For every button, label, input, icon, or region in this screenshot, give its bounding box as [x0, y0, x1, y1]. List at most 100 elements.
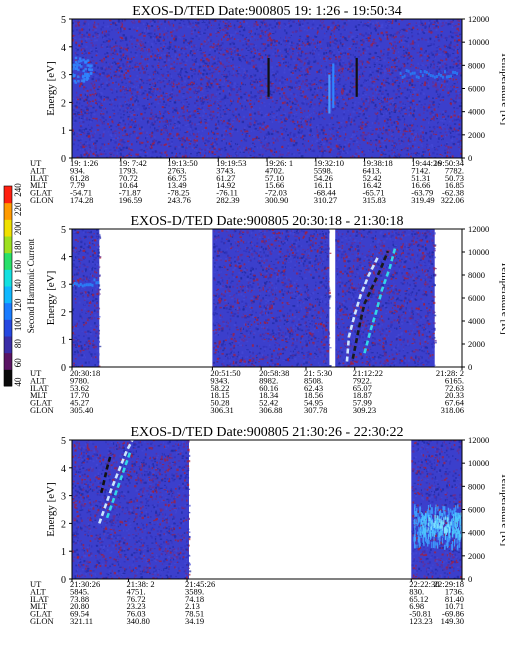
noise-pixel: [76, 54, 79, 56]
noise-pixel: [280, 135, 282, 138]
noise-pixel: [377, 58, 381, 61]
noise-pixel: [75, 111, 78, 113]
noise-pixel: [311, 79, 313, 82]
noise-pixel: [393, 33, 397, 35]
noise-pixel: [368, 27, 371, 31]
noise-pixel: [295, 144, 297, 146]
noise-pixel: [353, 78, 356, 81]
noise-pixel: [371, 133, 374, 135]
noise-pixel: [353, 119, 356, 122]
noise-pixel: [249, 33, 251, 35]
noise-pixel: [284, 44, 286, 47]
noise-pixel: [164, 151, 167, 154]
noise-pixel: [321, 19, 325, 21]
noise-pixel: [380, 51, 382, 54]
noise-pixel: [241, 120, 245, 124]
noise-pixel: [174, 86, 177, 89]
noise-pixel: [239, 85, 242, 88]
noise-pixel: [124, 108, 128, 111]
noise-pixel: [149, 117, 152, 120]
noise-pixel: [422, 148, 426, 150]
noise-pixel: [321, 112, 323, 115]
noise-pixel: [330, 98, 333, 101]
noise-pixel: [167, 81, 170, 83]
noise-pixel: [393, 36, 396, 39]
noise-pixel: [140, 65, 144, 68]
noise-pixel: [450, 139, 454, 142]
noise-pixel: [406, 29, 409, 31]
noise-pixel: [290, 110, 292, 112]
noise-pixel: [160, 129, 163, 131]
noise-pixel: [165, 103, 168, 106]
noise-pixel: [342, 36, 344, 39]
noise-pixel: [275, 101, 278, 104]
noise-pixel: [153, 142, 156, 144]
noise-pixel: [139, 86, 142, 88]
noise-pixel: [421, 128, 424, 131]
noise-pixel: [403, 120, 405, 123]
noise-pixel: [239, 148, 242, 151]
noise-pixel: [80, 118, 83, 120]
noise-pixel: [452, 78, 454, 81]
noise-pixel: [388, 67, 391, 71]
noise-pixel: [123, 114, 125, 116]
noise-pixel: [263, 76, 265, 79]
noise-pixel: [244, 108, 247, 111]
noise-pixel: [399, 111, 401, 113]
noise-pixel: [326, 87, 329, 89]
noise-pixel: [217, 32, 220, 34]
noise-pixel: [281, 121, 283, 123]
noise-pixel: [322, 137, 325, 140]
noise-pixel: [189, 111, 192, 115]
noise-pixel: [81, 114, 85, 117]
noise-pixel: [165, 102, 167, 104]
noise-pixel: [434, 114, 437, 118]
noise-pixel: [326, 47, 329, 49]
noise-pixel: [280, 118, 282, 120]
noise-pixel: [260, 21, 262, 23]
noise-pixel: [90, 130, 92, 132]
noise-pixel: [341, 92, 344, 95]
noise-pixel: [344, 108, 347, 110]
noise-pixel: [184, 124, 188, 127]
noise-pixel: [439, 21, 442, 23]
noise-pixel: [316, 155, 319, 158]
noise-pixel: [291, 31, 295, 34]
noise-pixel: [262, 91, 265, 94]
noise-pixel: [448, 23, 452, 25]
noise-pixel: [223, 129, 227, 131]
noise-pixel: [116, 155, 118, 158]
noise-pixel: [129, 132, 132, 135]
noise-pixel: [311, 23, 315, 26]
noise-pixel: [90, 119, 93, 122]
noise-pixel: [351, 69, 354, 73]
noise-pixel: [420, 85, 423, 87]
noise-pixel: [434, 21, 436, 24]
noise-pixel: [405, 97, 409, 100]
noise-pixel: [380, 101, 383, 103]
noise-pixel: [231, 41, 234, 44]
noise-pixel: [137, 155, 139, 158]
noise-pixel: [397, 60, 400, 63]
noise-pixel: [100, 28, 103, 31]
noise-pixel: [148, 106, 151, 108]
noise-pixel: [112, 53, 114, 56]
noise-pixel: [133, 28, 136, 31]
noise-pixel: [380, 96, 383, 99]
noise-pixel: [164, 65, 167, 68]
noise-pixel: [171, 75, 173, 78]
noise-pixel: [160, 74, 162, 76]
noise-pixel: [221, 41, 224, 43]
noise-pixel: [212, 131, 215, 134]
noise-pixel: [394, 154, 396, 157]
noise-pixel: [304, 127, 307, 130]
noise-pixel: [144, 154, 147, 157]
noise-pixel: [96, 35, 99, 39]
noise-pixel: [72, 58, 74, 61]
noise-pixel: [300, 37, 303, 40]
noise-pixel: [120, 46, 123, 49]
noise-pixel: [429, 153, 432, 155]
noise-pixel: [356, 91, 360, 94]
noise-pixel: [352, 35, 355, 38]
noise-pixel: [186, 137, 189, 140]
